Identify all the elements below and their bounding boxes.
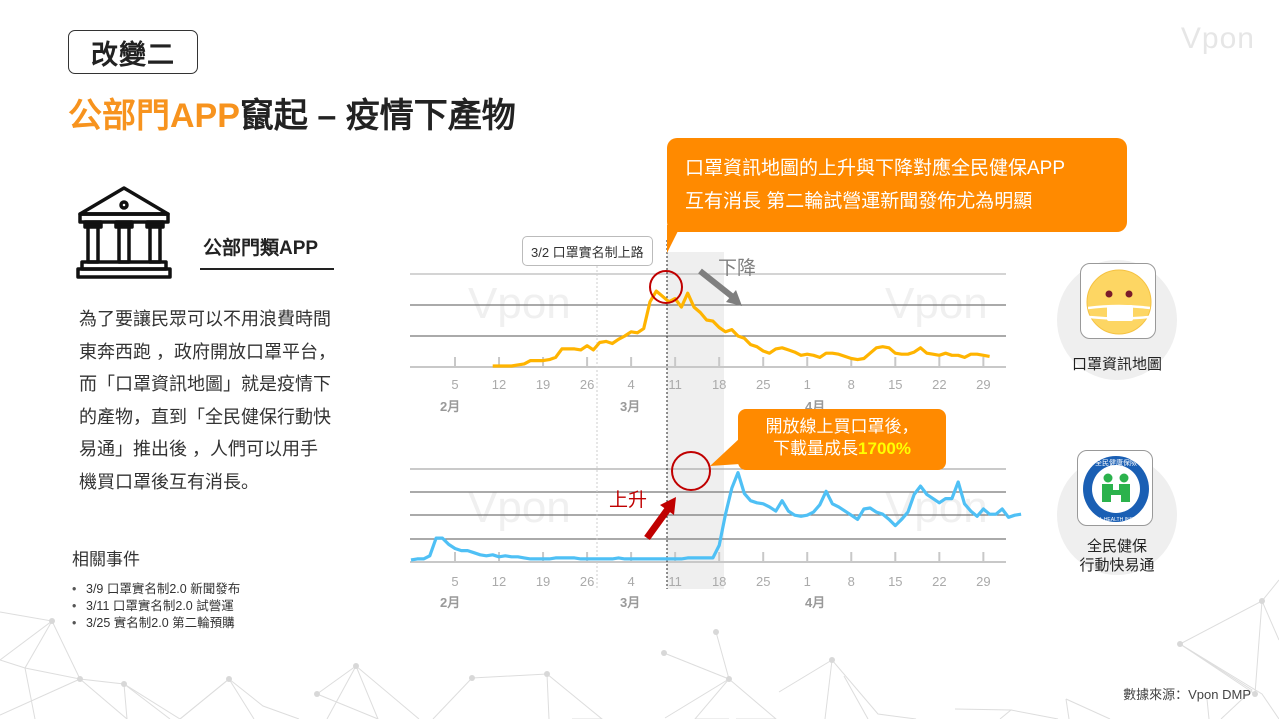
description-line: 為了要讓民眾可以不用浪費時間 bbox=[79, 309, 331, 329]
watermark: Vpon bbox=[885, 279, 988, 328]
month-label: 2月 bbox=[440, 595, 460, 610]
x-tick-label: 18 bbox=[712, 377, 726, 392]
nhi-logo-icon: 全民健康保險 NATIONAL HEALTH INSURANCE bbox=[1077, 450, 1153, 526]
growth-highlight: 1700% bbox=[858, 439, 911, 458]
app-name-mask-map: 口罩資訊地圖 bbox=[1071, 356, 1162, 373]
up-arrow-icon bbox=[644, 497, 676, 541]
x-tick-label: 8 bbox=[848, 574, 855, 589]
svg-text:全民健康保險: 全民健康保險 bbox=[1095, 458, 1137, 467]
x-tick-label: 19 bbox=[536, 574, 550, 589]
down-label: 下降 bbox=[718, 257, 756, 279]
title-rest: 竄起 – 疫情下產物 bbox=[239, 97, 516, 135]
government-building-icon bbox=[76, 186, 172, 279]
watermark: Vpon bbox=[885, 483, 988, 532]
events-title: 相關事件 bbox=[72, 550, 140, 569]
x-tick-label: 5 bbox=[451, 377, 458, 392]
x-tick-label: 12 bbox=[492, 377, 506, 392]
x-tick-label: 15 bbox=[888, 377, 902, 392]
x-tick-label: 25 bbox=[756, 574, 770, 589]
x-tick-label: 26 bbox=[580, 574, 594, 589]
svg-text:NATIONAL HEALTH INSURANCE: NATIONAL HEALTH INSURANCE bbox=[1078, 517, 1153, 523]
event-item: • 3/25 實名制2.0 第二輪預購 bbox=[72, 616, 235, 630]
month-label: 3月 bbox=[620, 595, 640, 610]
watermark: Vpon bbox=[468, 279, 571, 328]
x-tick-label: 19 bbox=[536, 377, 550, 392]
events-list: • 3/9 口罩實名制2.0 新聞發布 • 3/11 口罩實名制2.0 試營運 • 3… bbox=[72, 581, 240, 632]
description-line: 機買口罩後互有消長。 bbox=[79, 471, 259, 492]
event-item: • 3/9 口罩實名制2.0 新聞發布 bbox=[72, 582, 241, 596]
top-month-labels: 2月 3月 4月 bbox=[440, 399, 825, 414]
x-tick-label: 22 bbox=[932, 574, 946, 589]
x-tick-label: 26 bbox=[580, 377, 594, 392]
peak-highlight-circle bbox=[671, 451, 711, 491]
x-tick-label: 12 bbox=[492, 574, 506, 589]
x-tick-label: 22 bbox=[932, 377, 946, 392]
event-item: • 3/11 口罩實名制2.0 試營運 bbox=[72, 599, 234, 613]
top-chart-x-labels: 5 12 19 26 4 11 18 25 1 8 15 22 29 bbox=[451, 377, 990, 392]
callout-bottom-tail bbox=[710, 438, 740, 466]
description-line: 的產物，直到「全民健保行動快 bbox=[79, 406, 331, 427]
data-source: 數據來源：Vpon DMP bbox=[1123, 687, 1251, 702]
x-tick-label: 11 bbox=[668, 574, 682, 589]
summary-callout: 口罩資訊地圖的上升與下降對應全民健保APP 互有消長 第二輪試營運新聞發佈尤為明… bbox=[667, 138, 1127, 232]
x-tick-label: 1 bbox=[804, 377, 811, 392]
x-tick-label: 29 bbox=[976, 377, 990, 392]
x-tick-label: 1 bbox=[804, 574, 811, 589]
page-title: 公部門APP竄起 – 疫情下產物 bbox=[68, 88, 516, 137]
series-line-mask-map bbox=[492, 289, 990, 368]
section-tag: 改變二 bbox=[68, 30, 198, 74]
month-label: 4月 bbox=[805, 595, 825, 610]
callout-line: 開放線上買口罩後， bbox=[765, 417, 919, 436]
callout-line: 下載量成長1700% bbox=[773, 439, 911, 458]
callout-tail bbox=[667, 225, 681, 253]
description-line: 而「口罩資訊地圖」就是疫情下 bbox=[79, 374, 331, 394]
bullet-icon: • bbox=[72, 582, 77, 596]
category-underline bbox=[200, 268, 334, 270]
x-tick-label: 4 bbox=[628, 377, 635, 392]
callout-line: 互有消長 第二輪試營運新聞發佈尤為明顯 bbox=[685, 191, 1033, 212]
month-label: 3月 bbox=[620, 399, 640, 414]
title-accent: 公部門APP bbox=[68, 97, 240, 135]
month-label: 2月 bbox=[440, 399, 460, 414]
x-tick-label: 5 bbox=[451, 574, 458, 589]
app-name-nhi: 全民健保 行動快易通 bbox=[1079, 538, 1155, 574]
bullet-icon: • bbox=[72, 599, 77, 613]
peak-highlight-circle bbox=[649, 270, 683, 304]
x-tick-label: 4 bbox=[628, 574, 635, 589]
description-line: 東奔西跑 ，政府開放口罩平台， bbox=[79, 341, 336, 362]
brand-logo: Vpon bbox=[1180, 22, 1255, 55]
bullet-icon: • bbox=[72, 616, 77, 630]
growth-callout: 開放線上買口罩後， 下載量成長1700% bbox=[738, 409, 946, 470]
description-line: 易通」推出後 ，人們可以用手 bbox=[79, 439, 318, 459]
watermark-group: Vpon Vpon Vpon Vpon bbox=[468, 279, 988, 532]
mask-face-icon bbox=[1080, 263, 1156, 339]
category-label: 公部門類APP bbox=[203, 238, 319, 259]
x-tick-label: 11 bbox=[668, 377, 682, 392]
bottom-chart-x-labels: 5 12 19 26 4 11 18 25 1 8 15 22 29 bbox=[451, 574, 990, 589]
down-arrow-icon bbox=[698, 268, 742, 306]
x-tick-label: 25 bbox=[756, 377, 770, 392]
bottom-month-labels: 2月 3月 4月 bbox=[440, 595, 825, 610]
x-tick-label: 8 bbox=[848, 377, 855, 392]
x-tick-label: 15 bbox=[888, 574, 902, 589]
callout-line: 口罩資訊地圖的上升與下降對應全民健保APP bbox=[685, 158, 1066, 179]
watermark: Vpon bbox=[468, 483, 571, 532]
x-tick-label: 18 bbox=[712, 574, 726, 589]
series-line-nhi bbox=[410, 471, 1022, 562]
up-label: 上升 bbox=[609, 489, 647, 511]
x-tick-label: 29 bbox=[976, 574, 990, 589]
description-text: 為了要讓民眾可以不用浪費時間 東奔西跑 ，政府開放口罩平台， 而「口罩資訊地圖」… bbox=[79, 303, 359, 498]
date-annotation-tag: 3/2 口罩實名制上路 bbox=[522, 236, 653, 266]
